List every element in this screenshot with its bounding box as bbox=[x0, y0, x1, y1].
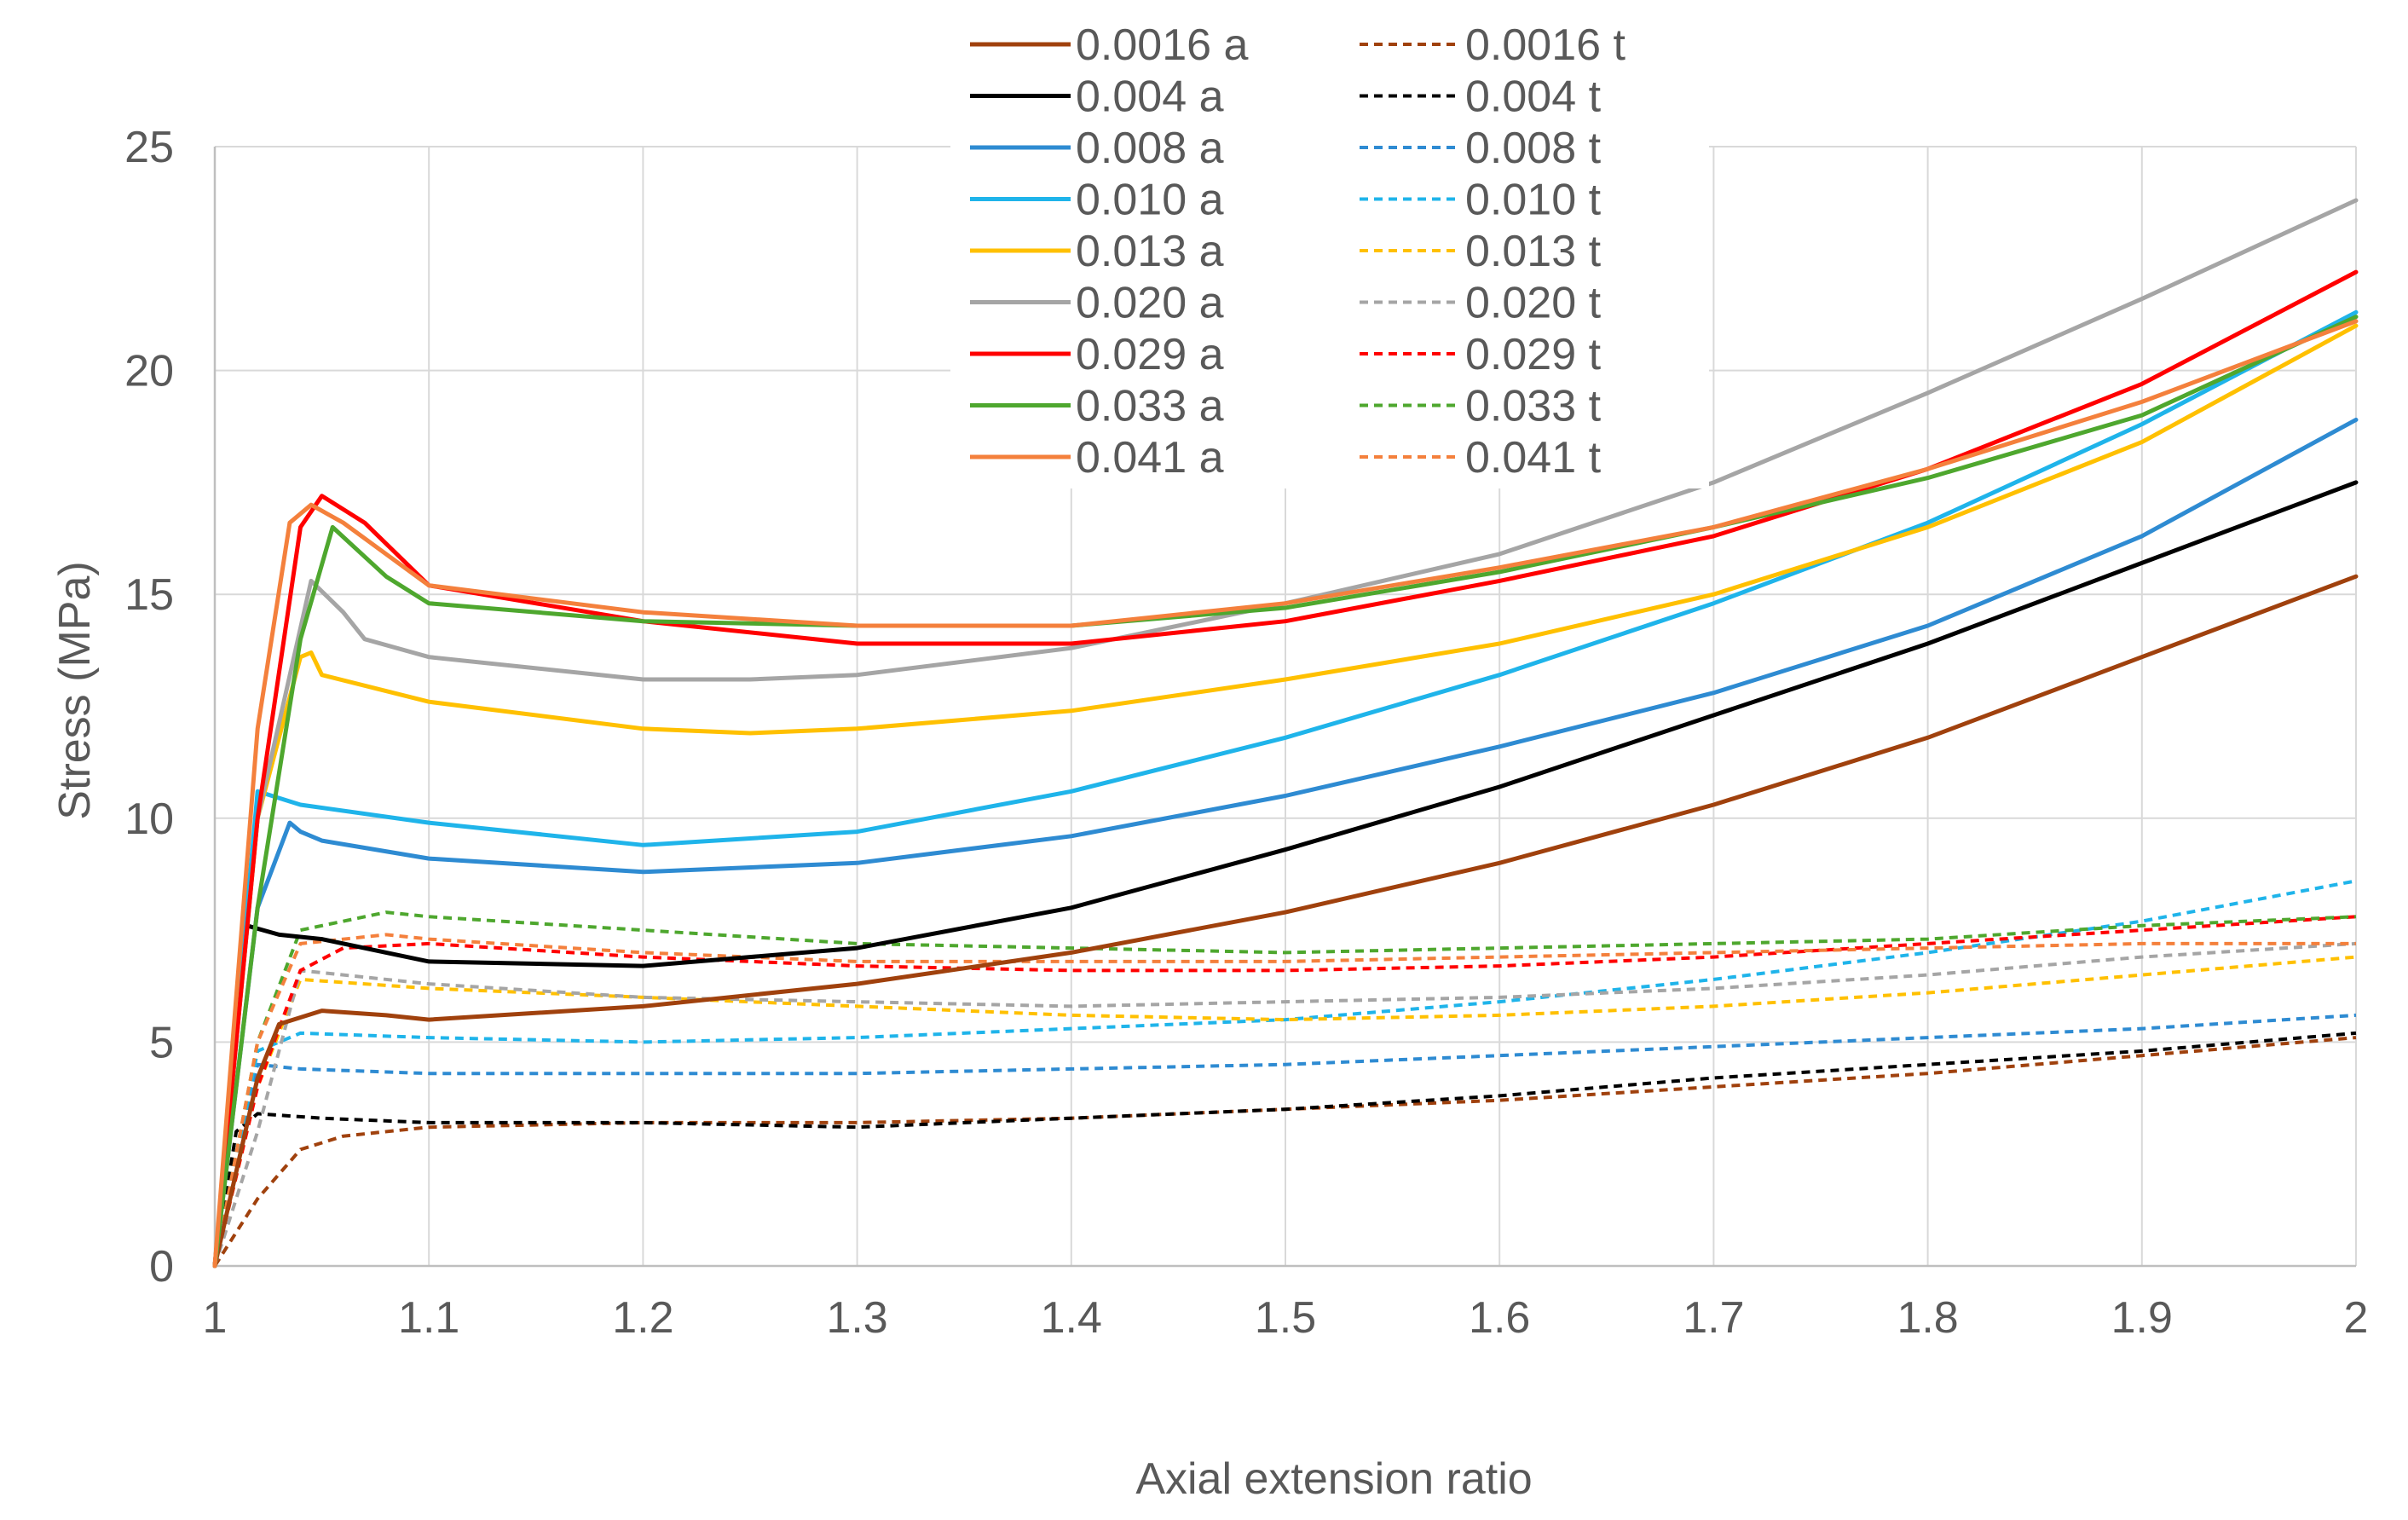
series-line-0.041-a bbox=[212, 319, 2359, 1269]
y-tick-label: 15 bbox=[124, 570, 174, 620]
series-line-0.033-t bbox=[213, 910, 2357, 1267]
series-line-0.004-t bbox=[213, 1031, 2357, 1267]
y-tick-label: 5 bbox=[149, 1018, 174, 1067]
x-tick-label: 1.2 bbox=[612, 1293, 673, 1343]
series-line-0.013-t bbox=[213, 955, 2357, 1267]
legend-label: 0.041 t bbox=[1465, 433, 1602, 483]
legend-label: 0.029 t bbox=[1465, 330, 1602, 379]
legend-label: 0.004 t bbox=[1465, 72, 1602, 122]
legend-label: 0.013 t bbox=[1465, 227, 1602, 276]
legend-label: 0.020 t bbox=[1465, 279, 1602, 328]
x-tick-label: 2 bbox=[2344, 1293, 2369, 1343]
legend-label: 0.029 a bbox=[1076, 330, 1224, 379]
legend-label: 0.010 a bbox=[1076, 176, 1224, 225]
series-line-0.008-t bbox=[213, 1013, 2357, 1267]
x-tick-label: 1.4 bbox=[1041, 1293, 1102, 1343]
y-tick-label: 10 bbox=[124, 795, 174, 844]
series-lines bbox=[212, 198, 2359, 1269]
y-tick-label: 0 bbox=[149, 1242, 174, 1292]
x-tick-label: 1.5 bbox=[1255, 1293, 1316, 1343]
series-line-0.010-a bbox=[212, 309, 2359, 1269]
y-tick-label: 25 bbox=[124, 123, 174, 172]
x-tick-label: 1.3 bbox=[826, 1293, 887, 1343]
legend-label: 0.010 t bbox=[1465, 176, 1602, 225]
legend-label: 0.041 a bbox=[1076, 433, 1224, 483]
legend-label: 0.0016 a bbox=[1076, 20, 1248, 70]
series-line-0.029-a bbox=[212, 269, 2359, 1269]
x-tick-label: 1.9 bbox=[2111, 1293, 2173, 1343]
legend: 0.0016 a0.004 a0.008 a0.010 a0.013 a0.02… bbox=[950, 7, 1709, 488]
series-line-0.041-t bbox=[213, 933, 2356, 1267]
series-line-0.0016-t bbox=[213, 1036, 2357, 1268]
x-tick-label: 1.6 bbox=[1469, 1293, 1530, 1343]
y-axis-title: Stress (MPa) bbox=[50, 561, 100, 819]
x-tick-label: 1.8 bbox=[1897, 1293, 1958, 1343]
x-tick-label: 1.1 bbox=[398, 1293, 459, 1343]
legend-label: 0.033 t bbox=[1465, 382, 1602, 431]
series-line-0.013-a bbox=[212, 323, 2359, 1269]
legend-label: 0.020 a bbox=[1076, 279, 1224, 328]
legend-label: 0.013 a bbox=[1076, 227, 1224, 276]
series-line-0.020-a bbox=[212, 198, 2359, 1269]
series-line-0.008-a bbox=[212, 417, 2359, 1269]
legend-label: 0.008 a bbox=[1076, 124, 1224, 173]
legend-label: 0.004 a bbox=[1076, 72, 1224, 122]
series-line-0.0016-a bbox=[212, 574, 2359, 1269]
series-line-0.004-a bbox=[212, 480, 2359, 1269]
legend-label: 0.033 a bbox=[1076, 382, 1224, 431]
axes: 0 5 10 15 20 25 1 1.1 1.2 1.3 1.4 1.5 1.6 1.7 1.8 1.9 2 bbox=[124, 123, 2368, 1343]
legend-background bbox=[950, 7, 1709, 488]
series-line-0.010-t bbox=[213, 879, 2357, 1267]
x-axis-title: Axial extension ratio bbox=[1135, 1454, 1532, 1504]
legend-label: 0.008 t bbox=[1465, 124, 1602, 173]
legend-label: 0.0016 t bbox=[1465, 20, 1626, 70]
y-tick-label: 20 bbox=[124, 347, 174, 396]
x-tick-label: 1 bbox=[203, 1293, 228, 1343]
x-tick-label: 1.7 bbox=[1683, 1293, 1744, 1343]
